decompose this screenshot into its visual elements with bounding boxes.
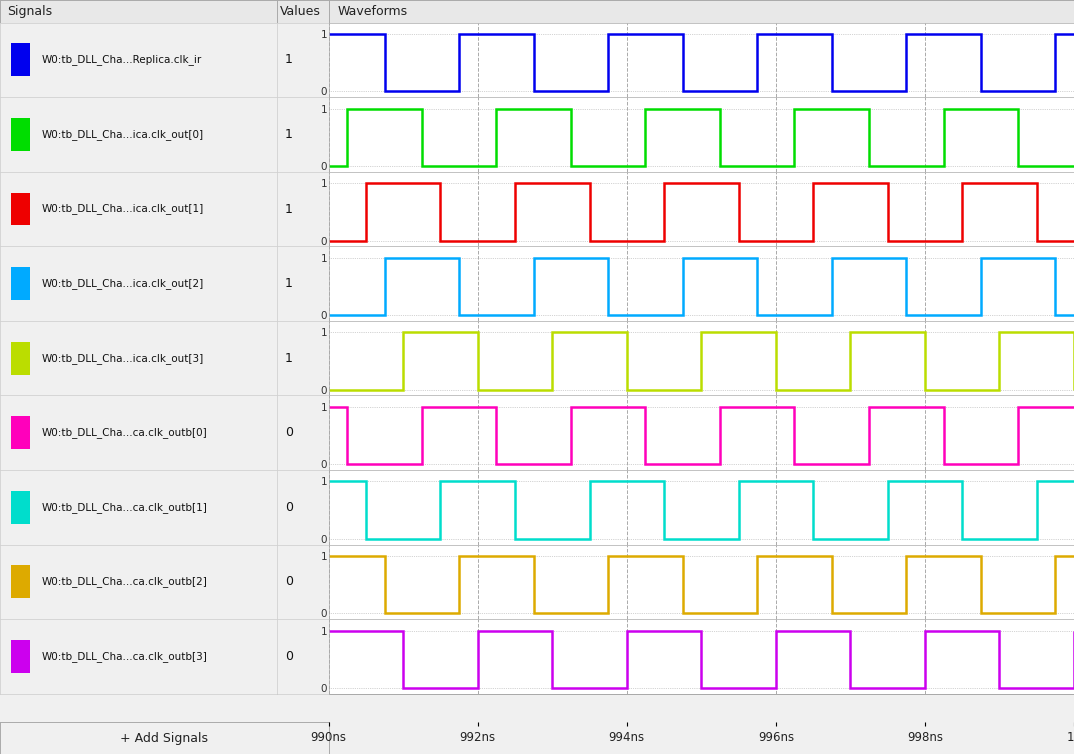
Text: 1: 1	[285, 128, 293, 141]
Bar	[11, 566, 30, 598]
Bar	[11, 491, 30, 524]
Text: W0:tb_DLL_Cha...ica.clk_out[2]: W0:tb_DLL_Cha...ica.clk_out[2]	[42, 278, 204, 289]
Bar	[11, 640, 30, 673]
Bar	[11, 192, 30, 225]
Bar	[11, 342, 30, 375]
Text: 0: 0	[285, 575, 293, 588]
Text: 1: 1	[285, 351, 293, 365]
Text: 0: 0	[285, 501, 293, 513]
Text: W0:tb_DLL_Cha...ica.clk_out[3]: W0:tb_DLL_Cha...ica.clk_out[3]	[42, 353, 204, 363]
Text: Waveforms: Waveforms	[337, 5, 408, 18]
Text: W0:tb_DLL_Cha...ica.clk_out[0]: W0:tb_DLL_Cha...ica.clk_out[0]	[42, 129, 204, 140]
Text: + Add Signals: + Add Signals	[120, 731, 208, 745]
Bar	[11, 118, 30, 151]
Text: 1: 1	[285, 277, 293, 290]
Text: W0:tb_DLL_Cha...Replica.clk_ir: W0:tb_DLL_Cha...Replica.clk_ir	[42, 54, 202, 66]
Text: W0:tb_DLL_Cha...ca.clk_outb[0]: W0:tb_DLL_Cha...ca.clk_outb[0]	[42, 428, 207, 438]
Bar	[11, 44, 30, 76]
Text: 0: 0	[285, 650, 293, 663]
Text: W0:tb_DLL_Cha...ica.clk_out[1]: W0:tb_DLL_Cha...ica.clk_out[1]	[42, 204, 204, 214]
Bar	[11, 416, 30, 449]
Text: 1: 1	[285, 54, 293, 66]
Text: W0:tb_DLL_Cha...ca.clk_outb[3]: W0:tb_DLL_Cha...ca.clk_outb[3]	[42, 651, 207, 662]
Text: Signals: Signals	[6, 5, 52, 18]
Text: 0: 0	[285, 426, 293, 440]
Text: W0:tb_DLL_Cha...ca.clk_outb[1]: W0:tb_DLL_Cha...ca.clk_outb[1]	[42, 502, 207, 513]
Text: 1: 1	[285, 203, 293, 216]
Bar	[11, 267, 30, 300]
Text: Values: Values	[279, 5, 320, 18]
Text: W0:tb_DLL_Cha...ca.clk_outb[2]: W0:tb_DLL_Cha...ca.clk_outb[2]	[42, 576, 207, 587]
